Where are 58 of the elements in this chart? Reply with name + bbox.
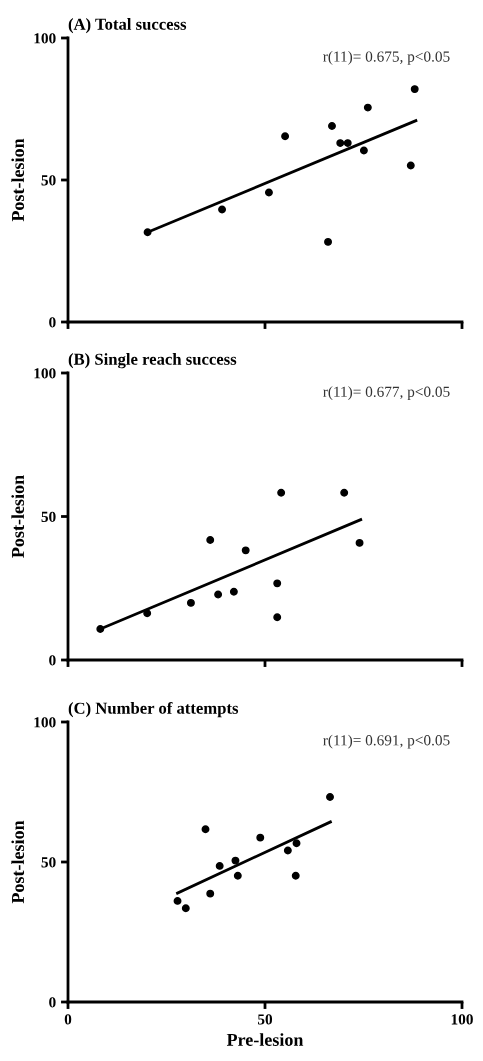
point <box>206 889 215 898</box>
point <box>291 871 300 880</box>
point <box>273 613 282 622</box>
point <box>324 237 332 246</box>
point <box>186 598 195 607</box>
point <box>328 122 336 130</box>
x-axis-title: Pre-lesion <box>226 1033 304 1046</box>
y-tick-label: 50 <box>41 511 56 522</box>
y-tick-label: 100 <box>34 717 56 728</box>
point <box>283 846 292 855</box>
point <box>206 536 215 544</box>
point <box>343 139 352 148</box>
chart-title: (C) Number of attempts <box>68 701 239 718</box>
point <box>143 228 152 237</box>
x-tick-label: 100 <box>451 1014 473 1025</box>
point <box>233 871 242 880</box>
y-axis-title: Post-lesion <box>11 820 25 904</box>
point <box>326 793 334 801</box>
y-tick-label: 100 <box>34 33 56 44</box>
y-tick-label: 0 <box>49 655 56 666</box>
point <box>241 546 250 555</box>
x-tick-label: 50 <box>257 1014 273 1025</box>
point <box>231 856 240 865</box>
point <box>143 609 152 618</box>
point <box>96 625 105 633</box>
point <box>277 488 286 497</box>
chart-title: (B) Single reach success <box>68 353 237 369</box>
chart-title: (A) Total success <box>68 18 187 34</box>
point <box>336 139 345 148</box>
point <box>281 132 290 141</box>
point <box>363 103 372 112</box>
y-tick-label: 50 <box>41 857 56 868</box>
point <box>406 161 415 170</box>
point <box>410 85 419 94</box>
point <box>181 904 190 913</box>
y-tick-label: 100 <box>34 368 56 379</box>
point <box>229 587 238 596</box>
x-tick-label: 0 <box>64 1014 72 1025</box>
point <box>256 833 265 842</box>
y-axis-title: Post-lesion <box>11 475 25 558</box>
annotation: r(11)= 0.677, p<0.05 <box>323 386 450 401</box>
point <box>173 896 182 905</box>
y-axis-title: Post-lesion <box>11 138 25 222</box>
point <box>264 188 273 197</box>
point <box>201 825 210 834</box>
y-tick-label: 0 <box>49 317 56 328</box>
point <box>215 861 224 870</box>
point <box>340 488 349 497</box>
point <box>214 590 223 599</box>
annotation: r(11)= 0.675, p<0.05 <box>323 50 450 65</box>
y-tick-label: 50 <box>41 175 56 186</box>
annotation: r(11)= 0.691, p<0.05 <box>323 734 450 749</box>
point <box>218 205 227 214</box>
point <box>292 839 301 848</box>
point <box>355 538 364 547</box>
y-tick-label: 0 <box>49 997 56 1008</box>
point <box>359 146 368 155</box>
point <box>273 579 282 588</box>
